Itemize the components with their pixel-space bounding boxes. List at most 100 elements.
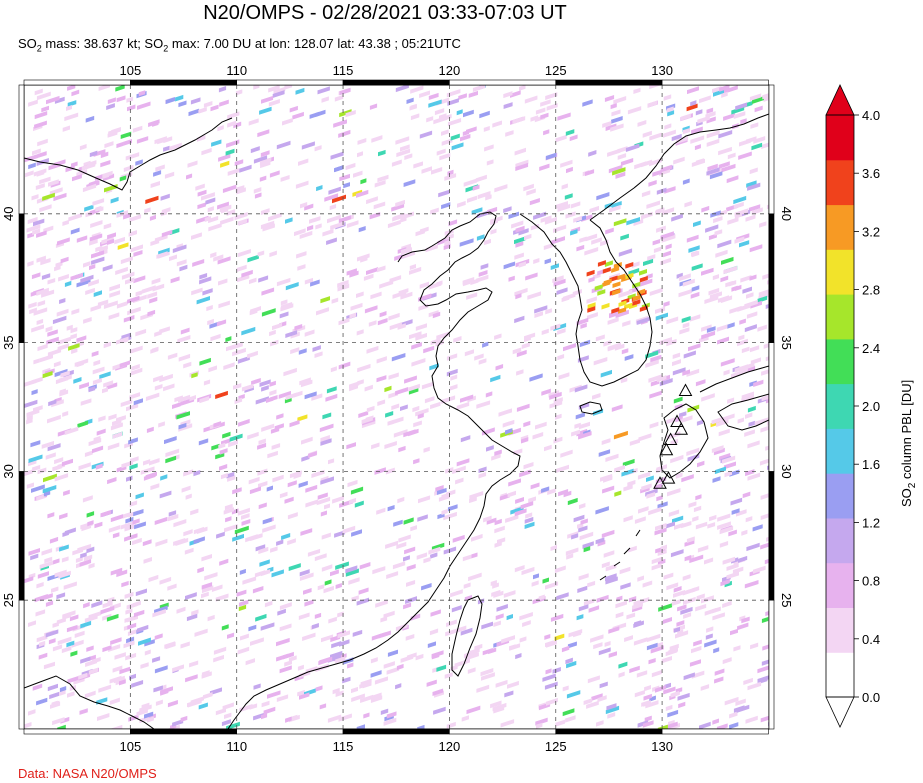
so2-pixel — [199, 276, 212, 285]
so2-pixel — [273, 86, 286, 95]
x-tick-label-top: 115 — [333, 63, 354, 78]
so2-pixel — [727, 152, 736, 160]
so2-pixel — [706, 138, 720, 147]
x-tick-label-bottom: 125 — [545, 739, 567, 754]
so2-pixel — [436, 664, 447, 672]
so2-pixel — [679, 411, 687, 418]
so2-pixel — [571, 429, 581, 437]
so2-pixel — [227, 120, 237, 128]
so2-pixel — [276, 653, 289, 662]
so2-pixel — [155, 538, 168, 547]
so2-pixel — [649, 421, 659, 429]
so2-pixel — [195, 183, 205, 191]
so2-pixel — [582, 541, 594, 549]
so2-pixel — [557, 328, 566, 335]
so2-pixel — [682, 574, 691, 581]
so2-pixel — [428, 92, 439, 100]
so2-pixel — [508, 275, 515, 282]
so2-pixel — [173, 519, 187, 528]
so2-pixel — [92, 366, 105, 375]
so2-pixel — [664, 682, 672, 689]
so2-pixel — [28, 620, 36, 627]
so2-pixel — [301, 141, 315, 150]
so2-pixel — [159, 373, 173, 383]
so2-pixel — [324, 193, 339, 202]
so2-pixel — [54, 368, 68, 378]
so2-pixel — [451, 605, 462, 613]
so2-pixel — [749, 244, 763, 253]
so2-pixel — [152, 656, 161, 663]
so2-pixel — [498, 408, 512, 417]
so2-pixel — [676, 272, 683, 279]
so2-pixel — [654, 685, 666, 693]
so2-pixel — [760, 512, 769, 520]
so2-pixel — [578, 431, 592, 440]
so2-pixel — [180, 715, 188, 722]
so2-pixel — [663, 572, 674, 580]
frame-tick-bottom — [130, 728, 238, 735]
so2-pixel — [695, 109, 703, 116]
so2-pixel — [54, 159, 66, 167]
so2-pixel — [247, 254, 259, 263]
so2-pixel — [143, 557, 152, 564]
so2-pixel — [261, 713, 268, 720]
so2-pixel — [375, 599, 388, 608]
so2-pixel — [490, 579, 497, 586]
so2-pixel — [221, 207, 229, 214]
so2-pixel — [366, 267, 378, 275]
so2-pixel — [649, 85, 664, 90]
so2-pixel — [100, 170, 113, 179]
so2-pixel — [253, 187, 262, 194]
so2-pixel — [712, 612, 725, 621]
grid-lines — [24, 85, 769, 729]
so2-pixel — [514, 252, 524, 260]
so2-pixel — [704, 557, 714, 565]
frame-tick-top — [130, 79, 238, 86]
so2-pixel — [705, 224, 719, 233]
so2-pixel — [269, 170, 280, 178]
so2-pixel — [90, 220, 103, 228]
so2-pixel — [472, 85, 486, 92]
so2-pixel — [254, 192, 262, 199]
so2-pixel — [718, 146, 732, 156]
so2-pixel — [764, 556, 769, 565]
so2-hotspot-pixel — [639, 269, 647, 276]
so2-pixel — [645, 359, 659, 368]
so2-pixel — [80, 398, 92, 406]
so2-pixel — [762, 90, 769, 100]
so2-pixel — [77, 420, 89, 428]
so2-pixel — [142, 539, 152, 547]
so2-pixel — [57, 336, 72, 345]
so2-pixel — [338, 317, 350, 326]
so2-pixel — [201, 147, 212, 156]
so2-pixel — [439, 152, 451, 161]
so2-pixel — [320, 476, 334, 485]
so2-pixel — [430, 609, 441, 617]
so2-pixel — [99, 371, 111, 380]
so2-pixel — [260, 160, 271, 169]
so2-pixel — [249, 308, 258, 316]
so2-pixel — [129, 463, 138, 470]
so2-pixel — [733, 195, 747, 205]
so2-pixel — [237, 646, 250, 655]
so2-pixel — [304, 599, 314, 607]
so2-pixel — [762, 642, 769, 651]
so2-pixel — [745, 214, 756, 222]
so2-pixel — [744, 299, 758, 309]
so2-pixel — [86, 645, 94, 652]
so2-pixel — [533, 573, 539, 580]
so2-pixel — [678, 701, 686, 709]
frame-tick-left — [18, 84, 25, 215]
so2-pixel — [495, 679, 508, 688]
so2-pixel — [484, 144, 494, 152]
so2-pixel — [669, 643, 679, 651]
so2-pixel — [478, 472, 487, 479]
so2-pixel — [314, 553, 327, 562]
so2-pixel — [507, 680, 519, 689]
so2-pixel — [47, 329, 58, 337]
so2-pixel — [430, 401, 441, 410]
so2-pixel — [322, 412, 332, 420]
so2-pixel — [207, 614, 215, 622]
so2-pixel — [81, 524, 92, 532]
so2-pixel — [133, 249, 143, 257]
